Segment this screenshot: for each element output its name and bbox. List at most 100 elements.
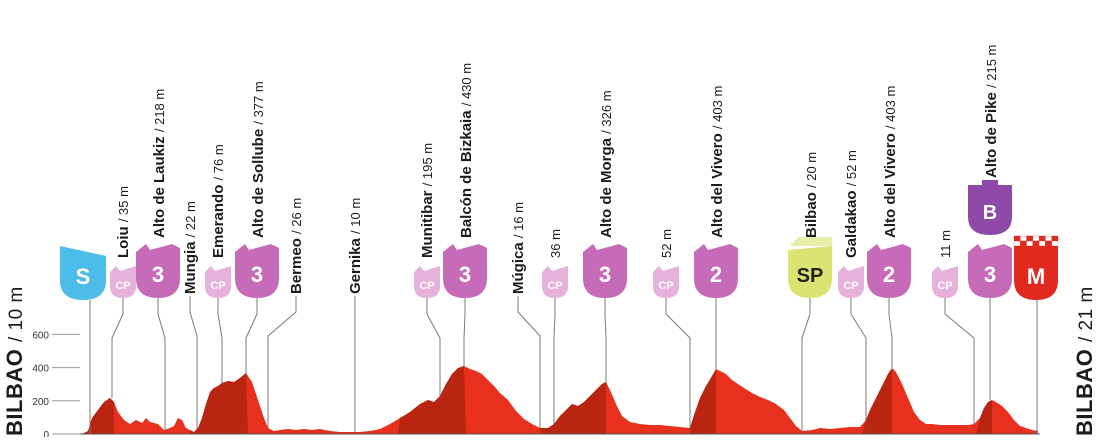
marker-label: 36 m (548, 229, 563, 258)
climb-category-badge-text: 3 (152, 262, 164, 287)
marker-altitude: / 215 m (984, 45, 999, 88)
finish-checker (1026, 240, 1034, 247)
cp-badge-text: CP (843, 280, 858, 292)
leader-line (801, 298, 811, 431)
marker-label: Galdakao / 52 m (843, 150, 860, 258)
marker-label: Alto de Laukiz / 218 m (151, 89, 168, 238)
marker-altitude: / 403 m (710, 86, 725, 129)
marker-cp: CP Emerando / 76 m (205, 144, 231, 298)
marker-label: Bilbao / 20 m (803, 152, 820, 238)
marker-name: Bermeo (288, 238, 305, 294)
finish-checker (1051, 240, 1059, 247)
y-axis-tick-label: 600 (32, 330, 49, 341)
leader-line (665, 298, 691, 428)
marker-name: Galdakao (843, 190, 860, 258)
marker-cp: CP 52 m (653, 229, 679, 298)
marker-altitude: / 52 m (844, 150, 859, 186)
marker-label: Munitibar / 195 m (419, 143, 436, 258)
marker-sprint: SP Bilbao / 20 m (788, 152, 832, 298)
climb-category-badge-shape (867, 244, 911, 298)
marker-cp: CP Galdakao / 52 m (838, 150, 864, 298)
marker-name: Alto de Pike (983, 92, 1000, 178)
sprint-badge-stripe (797, 237, 832, 240)
leader-line (426, 298, 441, 396)
marker-climb: 3 Balcón de Bizkaia / 430 m (443, 63, 487, 298)
leader-line (217, 298, 223, 383)
finish-checker (1051, 235, 1059, 242)
climb-category-badge-text: 3 (251, 262, 263, 287)
bonus-badge-text: B (983, 202, 997, 224)
start-location-label: BILBAO / 10 m (2, 286, 28, 436)
start-name: BILBAO (2, 348, 27, 436)
finish-checker (1045, 240, 1052, 247)
marker-town: Mungia / 22 m (182, 201, 199, 429)
climb-shading (190, 373, 248, 434)
marker-cp: CP 36 m (542, 229, 568, 298)
y-axis-tick-label: 400 (32, 364, 49, 375)
marker-altitude: / 26 m (289, 198, 304, 234)
cp-badge-shape (110, 266, 136, 298)
marker-label: 52 m (659, 229, 674, 258)
finish-checker (1020, 240, 1027, 247)
leader-line (850, 298, 867, 420)
finish-checker (1013, 235, 1021, 242)
marker-label: Bermeo / 26 m (288, 198, 305, 294)
marker-label: Loiu / 35 m (115, 186, 132, 258)
cp-badge-shape (205, 266, 231, 298)
climb-category-badge-text: 2 (883, 262, 895, 287)
cp-badge-shape (653, 266, 679, 298)
bonus-badge-shape (968, 185, 1012, 235)
finish-checker (1026, 235, 1034, 242)
marker-town: Gernika / 10 m (347, 198, 364, 432)
marker-label: Alto de Morga / 326 m (598, 90, 615, 238)
climb-shading (976, 400, 992, 434)
marker-label: Balcón de Bizkaia / 430 m (458, 63, 475, 238)
y-axis-tick-label: 200 (32, 397, 49, 408)
marker-altitude: / 403 m (883, 86, 898, 129)
cp-badge-text: CP (115, 280, 130, 292)
cp-badge-text: CP (210, 280, 225, 292)
finish-name: BILBAO (1072, 348, 1097, 436)
cp-badge-text: CP (547, 280, 562, 292)
finish-checker (1032, 235, 1040, 242)
marker-name: Alto de Laukiz (151, 136, 168, 238)
leader-line (517, 296, 541, 428)
climb-shading (540, 382, 606, 434)
marker-cp: CP Munitibar / 195 m (414, 143, 440, 298)
finish-badge-text: M (1027, 264, 1045, 289)
marker-altitude: / 35 m (116, 186, 131, 222)
marker-name: Múgica (510, 242, 527, 294)
sprint-badge-shape (788, 246, 832, 298)
marker-climb: 3 Alto de Laukiz / 218 m (136, 89, 180, 298)
marker-climb: 3 Alto de Morga / 326 m (583, 90, 627, 298)
marker-label: Alto de Pike / 215 m (983, 45, 1000, 178)
finish-location-label: BILBAO / 21 m (1072, 286, 1098, 436)
climb-category-badge-shape (443, 244, 487, 298)
climb-category-badge-shape (583, 244, 627, 298)
marker-town: Múgica / 16 m (510, 202, 541, 428)
leader-line (604, 298, 607, 382)
climb-category-badge-text: 3 (599, 262, 611, 287)
marker-label: Alto del Vivero / 403 m (709, 86, 726, 238)
marker-name: Alto de Sollube (250, 129, 267, 238)
cp-badge-text: CP (658, 280, 673, 292)
leader-line (111, 298, 124, 398)
finish-checker (1045, 235, 1052, 242)
leader-line (463, 298, 466, 366)
sprint-badge-stripe (791, 243, 832, 246)
marker-climb: 3 B Alto de Pike / 215 m (968, 45, 1012, 298)
climb-shading (862, 368, 892, 434)
marker-label: Múgica / 16 m (510, 202, 527, 294)
climb-category-badge-shape (968, 244, 1012, 298)
marker-altitude: / 20 m (804, 152, 819, 188)
cp-badge-text: CP (937, 280, 952, 292)
marker-cp: CP 11 m (932, 230, 958, 298)
finish-checker (1038, 240, 1046, 247)
marker-altitude: / 218 m (152, 89, 167, 132)
marker-altitude: / 377 m (251, 81, 266, 124)
leader-line (888, 298, 893, 368)
finish-checker (1032, 240, 1040, 247)
cp-badge-shape (414, 266, 440, 298)
